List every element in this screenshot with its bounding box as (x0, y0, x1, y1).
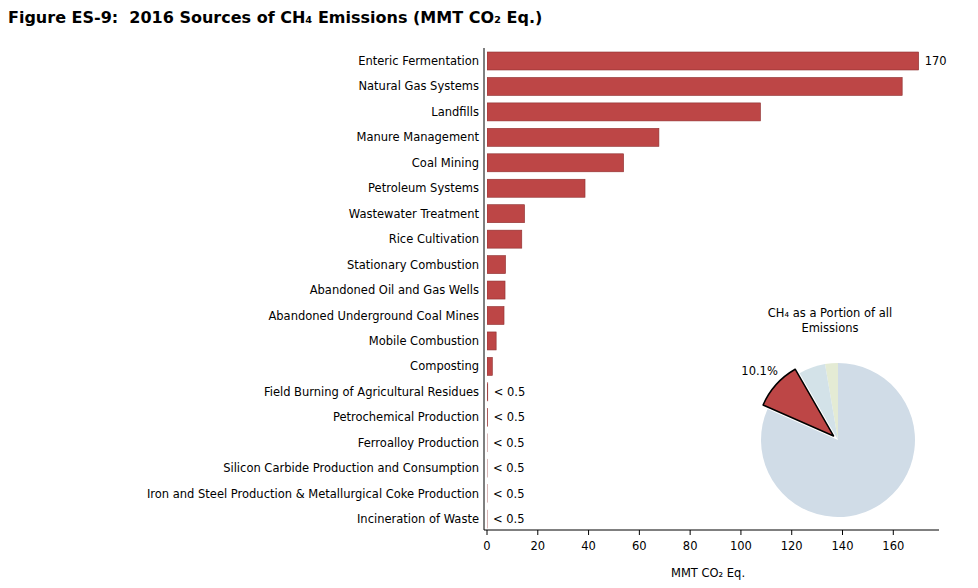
data-label: < 0.5 (494, 410, 526, 424)
pie-title-line: Emissions (801, 321, 858, 335)
x-tick (893, 530, 894, 535)
x-tick (791, 530, 792, 535)
category-label: Rice Cultivation (389, 232, 479, 246)
category-label: Mobile Combustion (369, 334, 479, 348)
category-label: Petrochemical Production (333, 410, 479, 424)
data-label: 170 (925, 54, 947, 68)
bar (487, 307, 504, 325)
bar (487, 205, 525, 223)
bar (487, 332, 496, 350)
x-tick (487, 530, 488, 535)
category-label: Abandoned Oil and Gas Wells (310, 283, 479, 297)
category-label: Composting (410, 359, 479, 373)
bar (487, 77, 902, 95)
x-axis-label: MMT CO₂ Eq. (671, 566, 745, 580)
pie-title-line: CH₄ as a Portion of all (768, 306, 893, 320)
category-label: Iron and Steel Production & Metallurgica… (147, 487, 479, 501)
bar (487, 459, 488, 477)
x-tick (537, 530, 538, 535)
x-tick (740, 530, 741, 535)
data-label: 10.1% (741, 364, 778, 378)
x-tick (639, 530, 640, 535)
category-label: Landfills (431, 105, 479, 119)
data-label: < 0.5 (493, 461, 525, 475)
bars (487, 52, 919, 528)
category-label: Enteric Fermentation (358, 54, 479, 68)
pie-slice (763, 369, 833, 436)
bar (487, 256, 506, 274)
category-label: Field Burning of Agricultural Residues (264, 385, 479, 399)
category-label: Silicon Carbide Production and Consumpti… (223, 461, 479, 475)
category-label: Incineration of Waste (357, 512, 479, 526)
chart-title: Figure ES-9: 2016 Sources of CH₄ Emissio… (8, 8, 542, 27)
data-label: < 0.5 (493, 512, 525, 526)
bar (487, 434, 488, 452)
x-tick (690, 530, 691, 535)
x-tick (588, 530, 589, 535)
bar (487, 103, 760, 121)
bar (487, 510, 488, 528)
x-tick-label: 20 (530, 539, 545, 553)
bar (487, 383, 488, 401)
category-label: Ferroalloy Production (358, 436, 479, 450)
bar (487, 281, 505, 299)
category-label: Natural Gas Systems (358, 79, 479, 93)
bar (487, 128, 659, 146)
bar (487, 52, 919, 70)
category-label: Petroleum Systems (368, 181, 479, 195)
pie-title: CH₄ as a Portion of allEmissions (768, 306, 893, 335)
x-tick-label: 80 (683, 539, 698, 553)
category-label: Wastewater Treatment (349, 207, 480, 221)
data-label: < 0.5 (493, 436, 525, 450)
x-tick-label: 120 (781, 539, 803, 553)
category-label: Abandoned Underground Coal Mines (268, 309, 479, 323)
x-tick-label: 100 (730, 539, 752, 553)
chart-canvas: Figure ES-9: 2016 Sources of CH₄ Emissio… (0, 0, 978, 588)
x-tick-label: 60 (632, 539, 647, 553)
y-axis (484, 48, 485, 530)
bar (487, 485, 488, 503)
data-label: < 0.5 (493, 487, 525, 501)
bar (487, 179, 585, 197)
pie (761, 363, 915, 517)
bar (487, 357, 492, 375)
category-label: Stationary Combustion (347, 258, 479, 272)
data-label: < 0.5 (494, 385, 526, 399)
x-tick-label: 160 (882, 539, 904, 553)
x-tick-label: 140 (832, 539, 854, 553)
x-axis (484, 530, 939, 531)
x-tick-label: 40 (581, 539, 596, 553)
category-label: Coal Mining (412, 156, 479, 170)
category-label: Manure Management (356, 130, 479, 144)
x-tick (842, 530, 843, 535)
bar (487, 154, 624, 172)
bar (487, 408, 488, 426)
bar (487, 230, 522, 248)
x-tick-label: 0 (483, 539, 490, 553)
pie-slice (761, 363, 915, 517)
